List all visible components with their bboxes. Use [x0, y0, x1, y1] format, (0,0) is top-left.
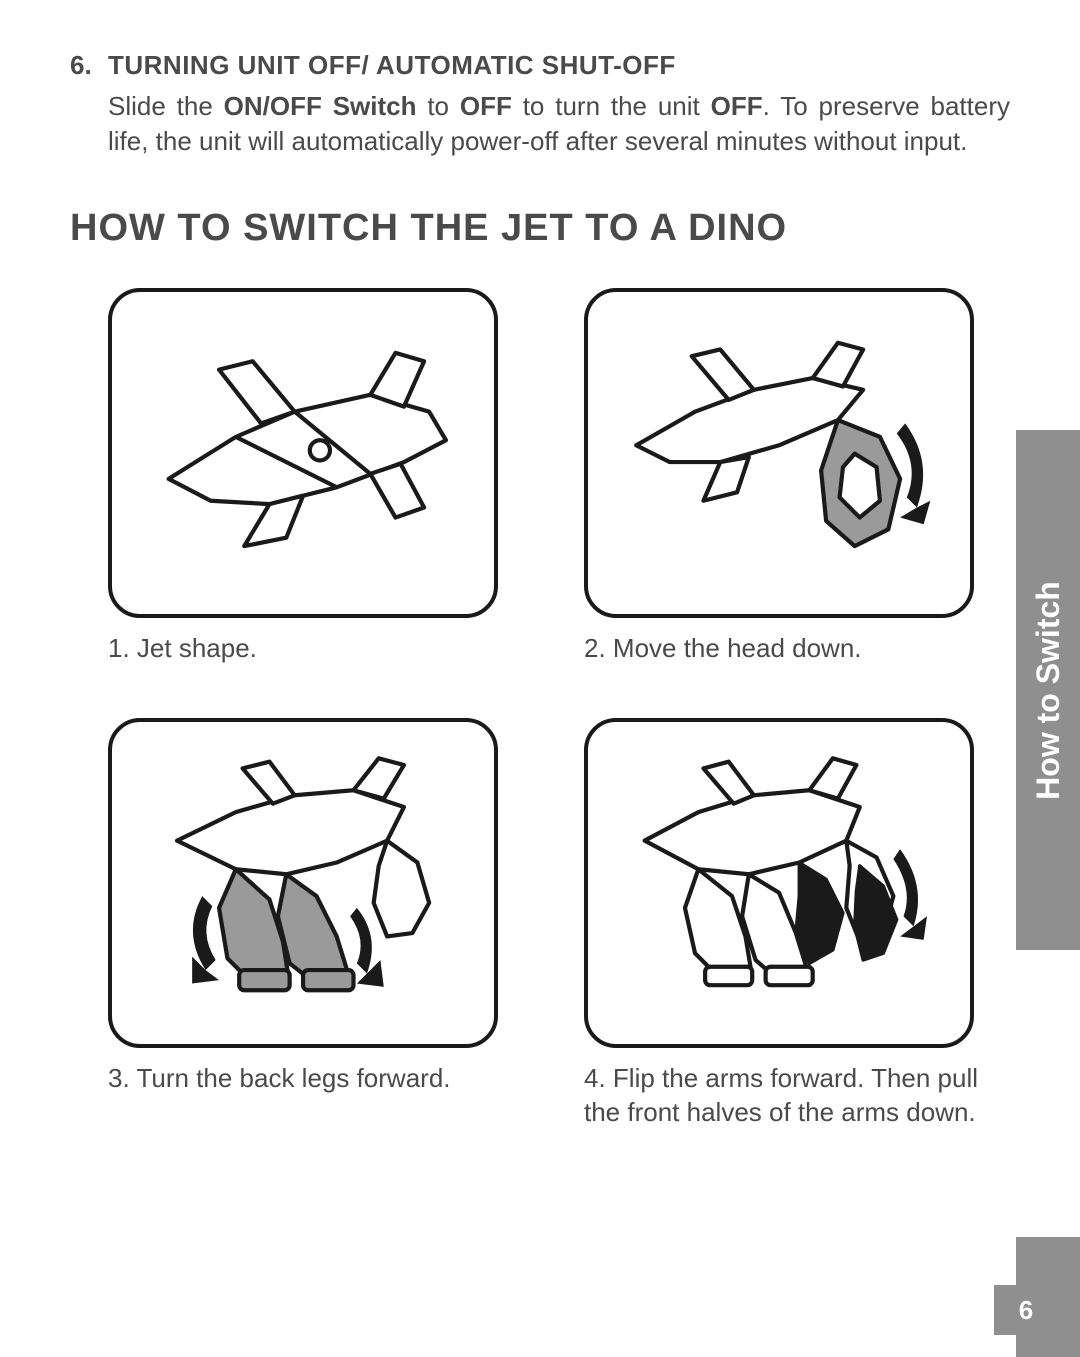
side-tab: How to Switch: [1016, 430, 1080, 950]
turn-legs-icon: [135, 741, 471, 1024]
flip-arms-icon: [611, 741, 947, 1024]
steps-grid: 1. Jet shape.: [108, 288, 1000, 1129]
body-text: Slide the: [108, 91, 224, 121]
figure-box-4: [584, 718, 974, 1048]
section-6: 6. TURNING UNIT OFF/ AUTOMATIC SHUT-OFF: [70, 50, 1010, 81]
section-title: TURNING UNIT OFF/ AUTOMATIC SHUT-OFF: [108, 50, 676, 81]
section-number: 6.: [70, 50, 100, 81]
figure-box-1: [108, 288, 498, 618]
figure-box-3: [108, 718, 498, 1048]
step-caption: 3. Turn the back legs forward.: [108, 1062, 524, 1096]
page-content: 6. TURNING UNIT OFF/ AUTOMATIC SHUT-OFF …: [0, 0, 1080, 1170]
step-caption: 2. Move the head down.: [584, 632, 1000, 666]
step-2: 2. Move the head down.: [584, 288, 1000, 666]
step-caption: 1. Jet shape.: [108, 632, 524, 666]
step-caption: 4. Flip the arms forward. Then pull the …: [584, 1062, 1000, 1130]
step-4: 4. Flip the arms forward. Then pull the …: [584, 718, 1000, 1130]
main-heading: HOW TO SWITCH THE JET TO A DINO: [70, 207, 1010, 250]
page-number: 6: [994, 1285, 1058, 1335]
body-bold: ON/OFF Switch: [224, 91, 417, 121]
body-bold: OFF: [711, 91, 763, 121]
side-tab-label: How to Switch: [1030, 581, 1067, 800]
section-body: Slide the ON/OFF Switch to OFF to turn t…: [108, 89, 1010, 159]
body-text: to: [416, 91, 459, 121]
step-1: 1. Jet shape.: [108, 288, 524, 666]
step-3: 3. Turn the back legs forward.: [108, 718, 524, 1130]
body-bold: OFF: [460, 91, 512, 121]
figure-box-2: [584, 288, 974, 618]
body-text: to turn the unit: [512, 91, 711, 121]
move-head-icon: [611, 312, 947, 595]
jet-shape-icon: [135, 312, 471, 595]
